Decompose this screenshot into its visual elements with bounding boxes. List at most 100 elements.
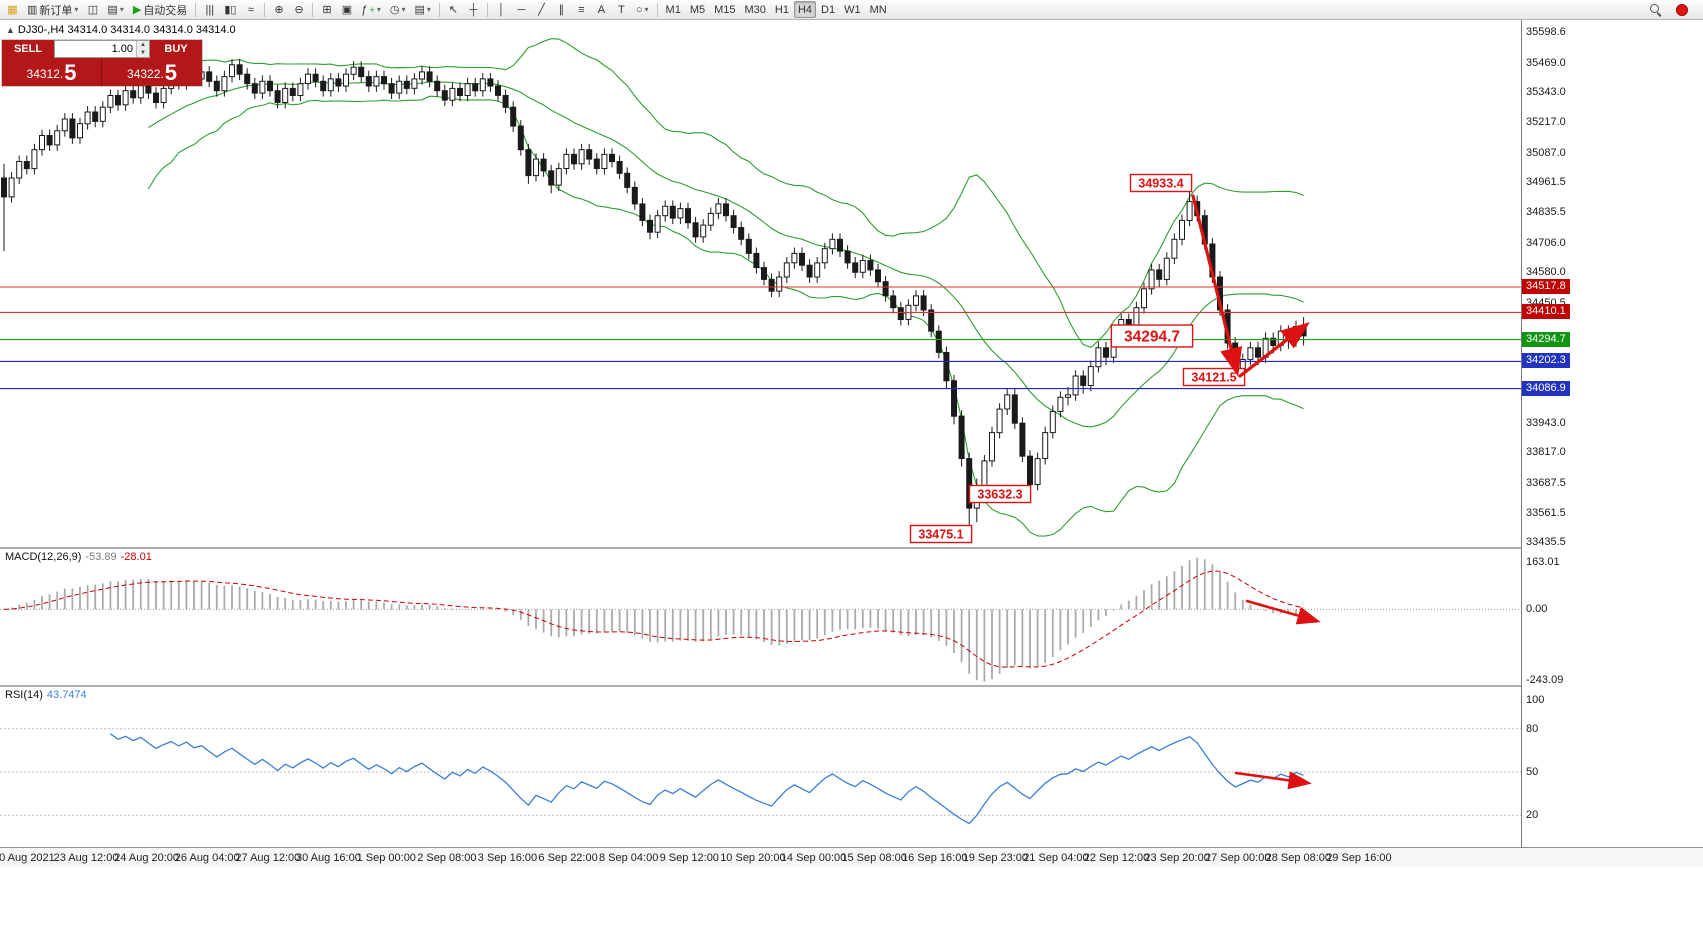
profiles-icon[interactable]: ▤ ▾	[103, 1, 127, 18]
panel-splitter[interactable]	[0, 547, 1703, 549]
time-axis-label: 1 Sep 00:00	[356, 852, 416, 864]
cascade-windows-icon[interactable]: ▣	[337, 1, 356, 18]
chart-window-icon[interactable]: ◫	[83, 1, 102, 18]
candle-body	[662, 205, 669, 217]
search-button[interactable]	[1645, 1, 1666, 18]
trade-panel-price-row: 34312. 5 34322. 5	[2, 58, 202, 86]
zoom-out-icon[interactable]: ⊖	[289, 1, 308, 18]
candle-body	[46, 135, 53, 146]
collapse-panel-icon[interactable]: ▲	[6, 25, 15, 35]
rsi-indicator-label: RSI(14) 43.7474	[5, 689, 91, 701]
candle-body	[844, 250, 851, 264]
candle-body	[31, 149, 38, 170]
rsi-panel[interactable]	[0, 687, 1521, 847]
chevron-down-icon: ▾	[74, 5, 79, 14]
candle-body	[738, 227, 745, 240]
time-axis-label: 27 Sep 00:00	[1205, 852, 1271, 864]
text-icon[interactable]: A	[592, 1, 611, 18]
alerts-button[interactable]	[1672, 1, 1692, 18]
horizontal-line-icon[interactable]: ─	[512, 1, 531, 18]
timeframe-mn-button[interactable]: MN	[869, 3, 887, 16]
price-callout-box[interactable]	[909, 524, 973, 544]
line-chart-icon[interactable]: ≈	[241, 1, 260, 18]
candle-body	[654, 215, 661, 233]
macd-panel[interactable]	[0, 549, 1521, 685]
label-icon[interactable]: T	[612, 1, 631, 18]
templates-icon[interactable]: ▤ ▾	[410, 1, 434, 18]
trendline-icon[interactable]: ╱	[532, 1, 551, 18]
sell-button[interactable]: SELL	[2, 40, 54, 58]
candle-body	[1087, 366, 1094, 387]
candle-body	[852, 262, 859, 273]
candle-body	[244, 73, 251, 85]
candle-body	[130, 90, 137, 99]
timeframe-h4-button[interactable]: H4	[793, 1, 817, 18]
sell-price[interactable]: 34312. 5	[2, 58, 102, 86]
vertical-line-icon[interactable]: │	[492, 1, 511, 18]
timeframe-m15-button[interactable]: M15	[714, 3, 736, 16]
sell-price-small: 34312.	[26, 67, 64, 81]
main-price-chart[interactable]: 34933.4 34294.7 34121.5 33632.3 33475.1	[0, 20, 1521, 547]
candle-body	[540, 158, 547, 172]
candle-body	[631, 186, 638, 205]
macd-indicator-label: MACD(12,26,9) -53.89 -28.01	[5, 551, 156, 563]
indicators-icon[interactable]: ƒ + ▾	[357, 1, 384, 18]
candle-body	[320, 80, 327, 92]
macd-signal-value: -28.01	[120, 551, 152, 563]
cursor-icon[interactable]: ↖	[444, 1, 463, 18]
macd-trend-arrow[interactable]	[1245, 599, 1321, 625]
price-callout-box[interactable]	[1110, 324, 1194, 348]
candle-body	[616, 161, 623, 174]
trend-arrow[interactable]	[1191, 194, 1243, 377]
line-chart-icon: ≈	[247, 3, 254, 16]
crosshair-icon[interactable]: ┼	[464, 1, 483, 18]
price-level-tag: 34517.8	[1522, 279, 1570, 294]
logo-icon[interactable]: ▦	[3, 1, 22, 18]
time-axis-label: 20 Aug 2021	[0, 852, 55, 864]
bar-chart-icon[interactable]: |||	[200, 1, 219, 18]
buy-price[interactable]: 34322. 5	[102, 58, 202, 86]
timeframe-d1-button[interactable]: D1	[821, 3, 836, 16]
rsi-trend-arrow[interactable]	[1234, 771, 1312, 790]
candle-body	[890, 295, 897, 309]
price-axis-label: 35598.6	[1526, 26, 1566, 39]
timeframe-m30-button[interactable]: M30	[744, 3, 766, 16]
volume-down-button[interactable]: ▼	[137, 49, 149, 57]
candle-body	[517, 125, 524, 151]
volume-input[interactable]	[55, 41, 136, 57]
candlestick-chart-icon[interactable]: ▮▯	[220, 1, 240, 18]
zoom-in-icon[interactable]: ⊕	[269, 1, 288, 18]
panel-splitter[interactable]	[0, 685, 1703, 687]
price-callout-box[interactable]	[968, 484, 1032, 504]
timeframe-m1-button[interactable]: M1	[665, 3, 681, 16]
candle-body	[548, 170, 555, 186]
timeframe-m5-button[interactable]: M5	[689, 3, 706, 16]
timeframe-w1-button[interactable]: W1	[844, 3, 861, 16]
periods-icon[interactable]: ◷ ▾	[386, 1, 410, 18]
price-callout-box[interactable]	[1129, 173, 1193, 193]
timeframe-h1-button[interactable]: H1	[774, 3, 789, 16]
trend-arrow[interactable]	[1238, 322, 1310, 378]
new-order-button[interactable]: ▥ 新订单 ▾	[23, 1, 82, 18]
candle-body	[510, 106, 517, 127]
price-axis[interactable]: 35598.6 35469.0 35343.0 35217.0 35087.0 34961…	[1521, 20, 1703, 847]
shapes-icon[interactable]: ○ ▾	[632, 1, 653, 18]
candle-body	[419, 71, 425, 80]
autotrade-button-label: 自动交易	[143, 4, 188, 17]
macd-name: MACD(12,26,9)	[5, 551, 82, 563]
candle-body	[669, 205, 676, 219]
candle-body	[578, 149, 585, 165]
fibonacci-icon[interactable]: ≡	[572, 1, 591, 18]
autotrade-button[interactable]: ▶ 自动交易	[129, 1, 191, 18]
candle-body	[1027, 455, 1033, 486]
candle-body	[555, 168, 562, 186]
candle-body	[259, 80, 266, 94]
volume-up-button[interactable]: ▲	[137, 41, 149, 49]
tile-windows-icon[interactable]: ⊞	[317, 1, 336, 18]
channel-icon[interactable]: ∥	[552, 1, 571, 18]
candle-body	[1247, 347, 1254, 361]
buy-button[interactable]: BUY	[150, 40, 202, 58]
toolbar-separator	[656, 2, 658, 17]
candle-body	[897, 307, 904, 321]
